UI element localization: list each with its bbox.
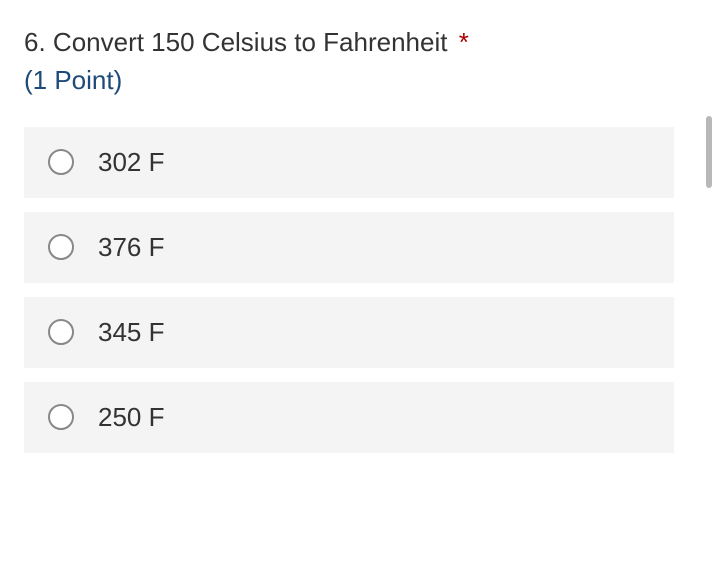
radio-icon[interactable]: [48, 234, 74, 260]
option-item-3[interactable]: 250 F: [24, 382, 674, 453]
option-item-2[interactable]: 345 F: [24, 297, 674, 368]
required-mark: *: [459, 27, 469, 57]
radio-icon[interactable]: [48, 404, 74, 430]
scrollbar-thumb[interactable]: [706, 116, 712, 188]
question-number: 6.: [24, 27, 46, 57]
option-item-0[interactable]: 302 F: [24, 127, 674, 198]
question-body: Convert 150 Celsius to Fahrenheit: [53, 27, 448, 57]
radio-icon[interactable]: [48, 319, 74, 345]
radio-icon[interactable]: [48, 149, 74, 175]
options-container: 302 F 376 F 345 F 250 F: [24, 127, 700, 453]
question-text: 6. Convert 150 Celsius to Fahrenheit *: [24, 24, 700, 60]
option-label: 302 F: [98, 147, 165, 178]
option-label: 345 F: [98, 317, 165, 348]
option-label: 250 F: [98, 402, 165, 433]
option-label: 376 F: [98, 232, 165, 263]
points-label: (1 Point): [24, 62, 700, 98]
question-header: 6. Convert 150 Celsius to Fahrenheit * (…: [24, 24, 700, 99]
option-item-1[interactable]: 376 F: [24, 212, 674, 283]
